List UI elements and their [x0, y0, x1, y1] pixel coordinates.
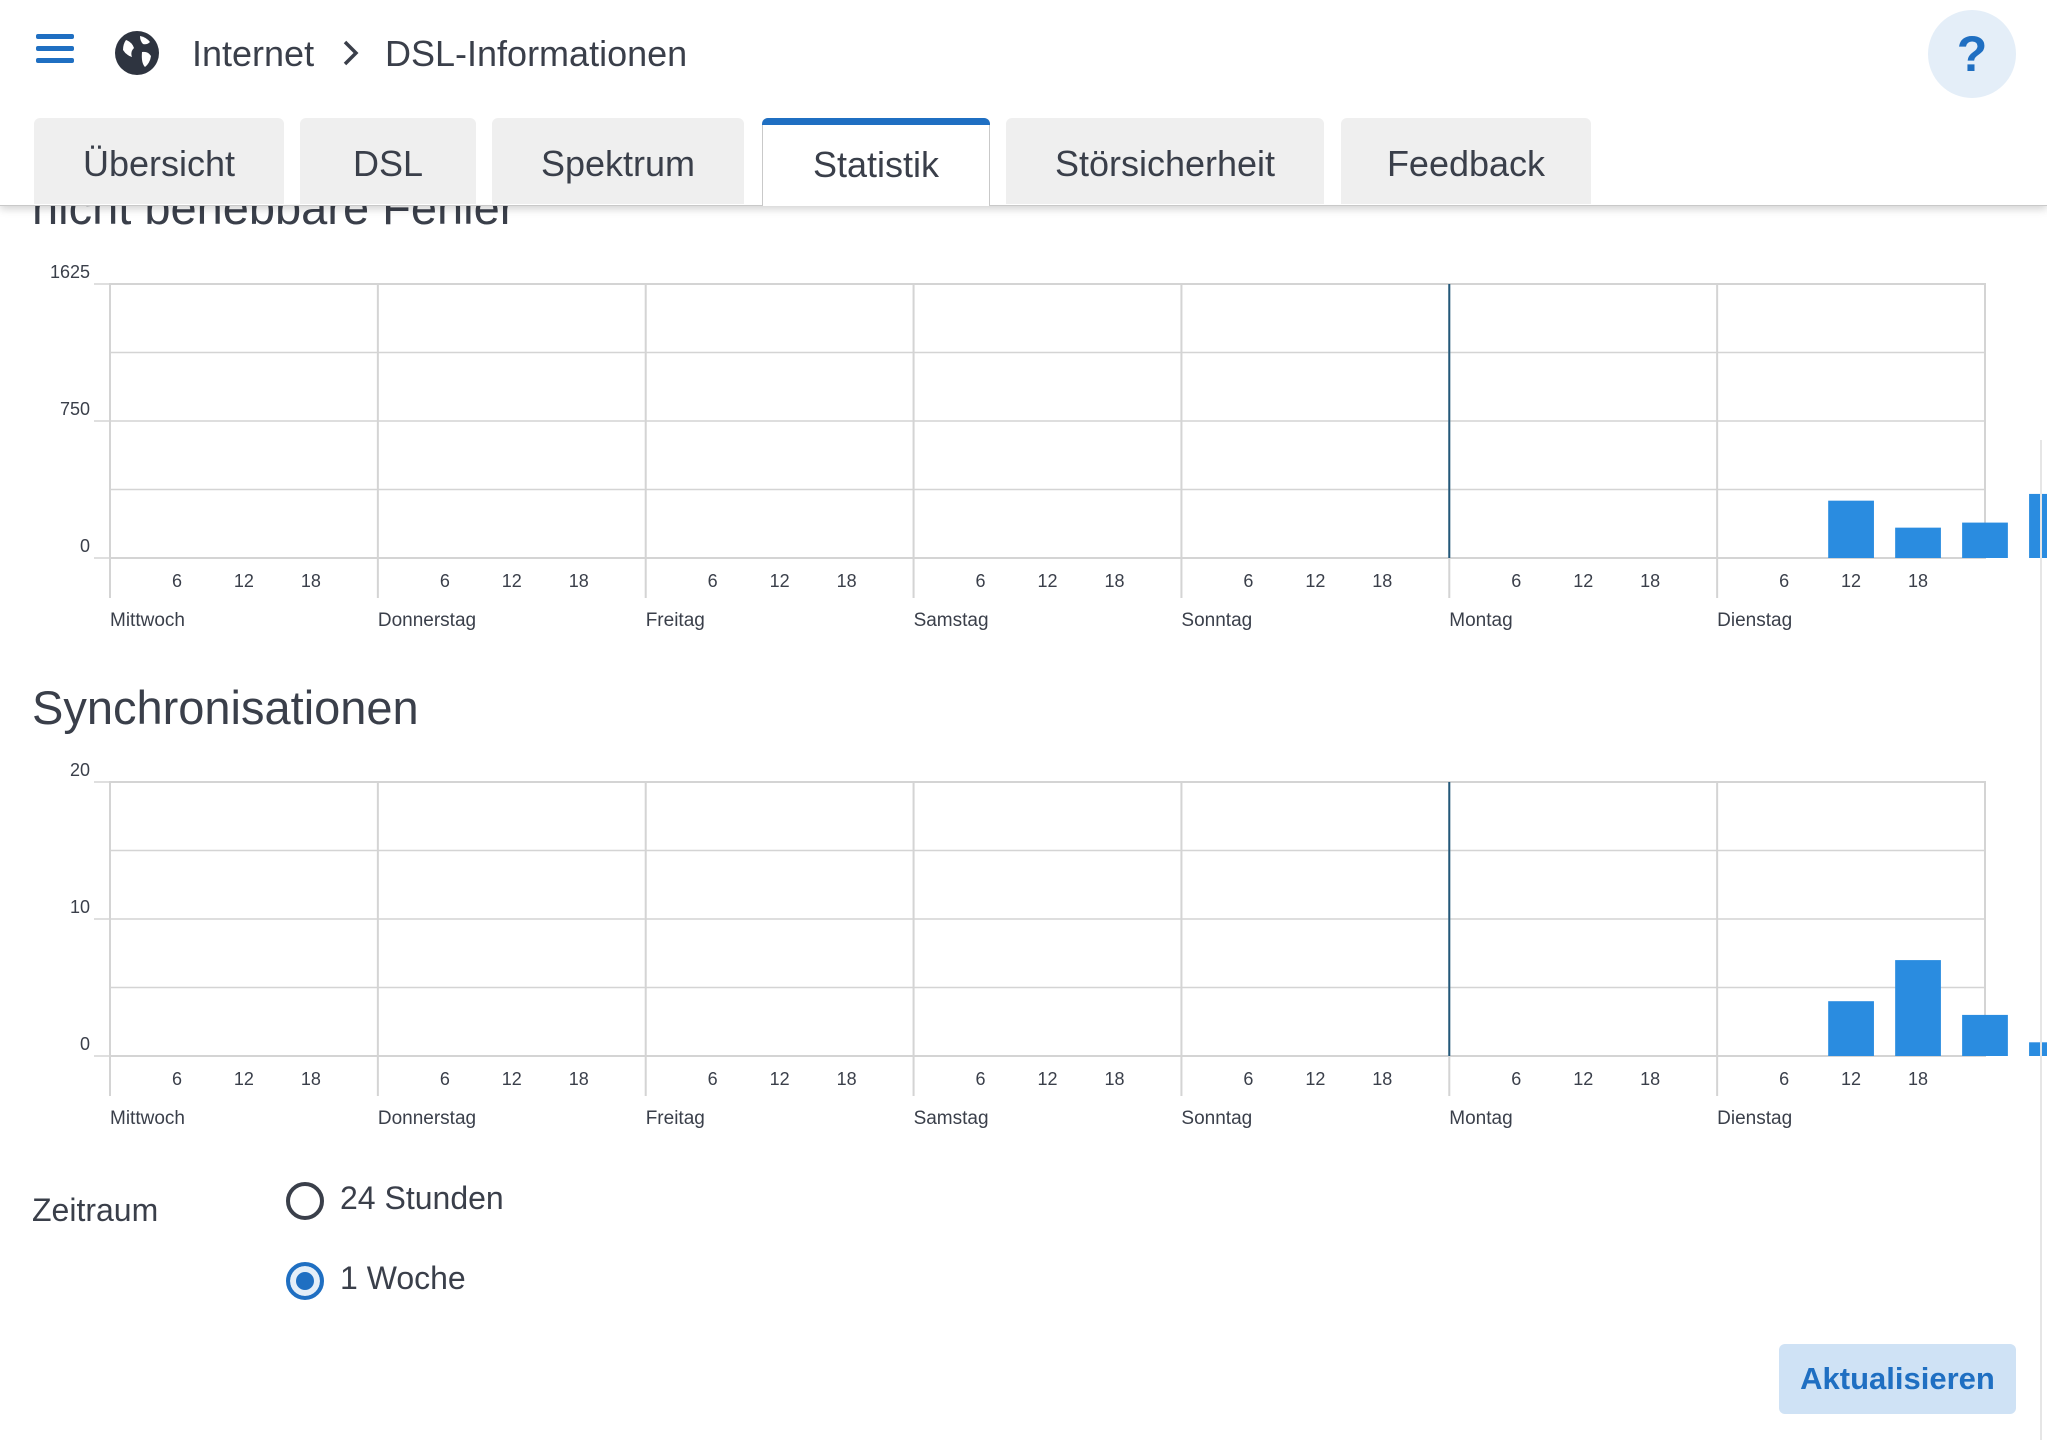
hour-tick-label: 6	[1511, 1069, 1521, 1089]
bar	[1895, 527, 1941, 558]
hour-tick-label: 12	[502, 571, 522, 591]
day-label: Montag	[1449, 610, 1512, 630]
day-label: Freitag	[646, 1108, 705, 1128]
hour-tick-label: 12	[1037, 1069, 1057, 1089]
hour-tick-label: 18	[301, 571, 321, 591]
tab-spektrum[interactable]: Spektrum	[492, 118, 744, 204]
radio-week[interactable]	[286, 1262, 324, 1300]
y-tick-label: 20	[70, 760, 90, 780]
bar	[1962, 1014, 2008, 1056]
hour-tick-label: 6	[440, 571, 450, 591]
chart-title-synchronisationen: Synchronisationen	[32, 681, 419, 734]
bar	[1828, 500, 1874, 558]
period-option-week-label: 1 Woche	[340, 1260, 466, 1296]
hour-tick-label: 18	[837, 571, 857, 591]
hour-tick-label: 12	[1573, 571, 1593, 591]
help-button[interactable]: ?	[1928, 10, 2016, 98]
chevron-right-icon	[343, 40, 359, 66]
tab-stoersicherheit[interactable]: Störsicherheit	[1006, 118, 1324, 204]
hour-tick-label: 6	[708, 1069, 718, 1089]
hour-tick-label: 12	[234, 571, 254, 591]
day-label: Donnerstag	[378, 1108, 476, 1128]
tab-dsl[interactable]: DSL	[300, 118, 476, 204]
hour-tick-label: 18	[569, 1069, 589, 1089]
hour-tick-label: 18	[837, 1069, 857, 1089]
tab-uebersicht[interactable]: Übersicht	[34, 118, 284, 204]
hour-tick-label: 18	[569, 571, 589, 591]
day-label: Donnerstag	[378, 610, 476, 630]
hamburger-menu-icon[interactable]	[36, 34, 76, 64]
tab-statistik[interactable]: Statistik	[762, 118, 990, 206]
hour-tick-label: 18	[1908, 571, 1928, 591]
tab-feedback[interactable]: Feedback	[1341, 118, 1591, 204]
hour-tick-label: 12	[1305, 571, 1325, 591]
hour-tick-label: 12	[1305, 1069, 1325, 1089]
hour-tick-label: 6	[440, 1069, 450, 1089]
bar	[1828, 1001, 1874, 1056]
hour-tick-label: 18	[1640, 571, 1660, 591]
day-label: Mittwoch	[110, 610, 185, 630]
hour-tick-label: 6	[1511, 571, 1521, 591]
hour-tick-label: 12	[770, 1069, 790, 1089]
hour-tick-label: 12	[1573, 1069, 1593, 1089]
y-tick-label: 0	[80, 1034, 90, 1054]
hour-tick-label: 12	[234, 1069, 254, 1089]
hour-tick-label: 6	[976, 571, 986, 591]
hour-tick-label: 6	[976, 1069, 986, 1089]
hour-tick-label: 12	[1841, 1069, 1861, 1089]
hour-tick-label: 18	[1908, 1069, 1928, 1089]
period-option-24h-label: 24 Stunden	[340, 1180, 504, 1216]
hour-tick-label: 6	[1243, 1069, 1253, 1089]
bar	[1895, 960, 1941, 1056]
hour-tick-label: 6	[1779, 1069, 1789, 1089]
bar	[2029, 1042, 2047, 1056]
hour-tick-label: 12	[502, 1069, 522, 1089]
header: Internet DSL-Informationen ? Übersicht D…	[0, 0, 2047, 206]
hour-tick-label: 12	[770, 571, 790, 591]
hour-tick-label: 18	[1104, 1069, 1124, 1089]
y-tick-label: 10	[70, 897, 90, 917]
breadcrumb-section[interactable]: Internet	[192, 33, 315, 74]
hour-tick-label: 6	[172, 571, 182, 591]
hour-tick-label: 6	[708, 571, 718, 591]
radio-24h[interactable]	[286, 1182, 324, 1220]
bar	[1962, 522, 2008, 558]
y-tick-label: 1625	[50, 262, 90, 282]
hour-tick-label: 18	[1640, 1069, 1660, 1089]
scrollbar[interactable]	[2040, 440, 2042, 1440]
day-label: Samstag	[914, 610, 989, 630]
day-label: Samstag	[914, 1108, 989, 1128]
period-label: Zeitraum	[32, 1192, 159, 1228]
hour-tick-label: 6	[1779, 571, 1789, 591]
bar	[2029, 493, 2047, 558]
hour-tick-label: 18	[1372, 1069, 1392, 1089]
day-label: Dienstag	[1717, 610, 1792, 630]
day-label: Sonntag	[1181, 1108, 1252, 1128]
hour-tick-label: 18	[1372, 571, 1392, 591]
day-label: Mittwoch	[110, 1108, 185, 1128]
hour-tick-label: 12	[1037, 571, 1057, 591]
y-tick-label: 0	[80, 536, 90, 556]
hour-tick-label: 6	[172, 1069, 182, 1089]
hour-tick-label: 18	[301, 1069, 321, 1089]
hour-tick-label: 18	[1104, 571, 1124, 591]
globe-icon	[115, 31, 159, 75]
y-tick-label: 750	[60, 399, 90, 419]
day-label: Montag	[1449, 1108, 1512, 1128]
update-button[interactable]: Aktualisieren	[1779, 1344, 2016, 1414]
day-label: Dienstag	[1717, 1108, 1792, 1128]
day-label: Freitag	[646, 610, 705, 630]
day-label: Sonntag	[1181, 610, 1252, 630]
hour-tick-label: 6	[1243, 571, 1253, 591]
hour-tick-label: 12	[1841, 571, 1861, 591]
breadcrumb-page: DSL-Informationen	[385, 33, 688, 74]
